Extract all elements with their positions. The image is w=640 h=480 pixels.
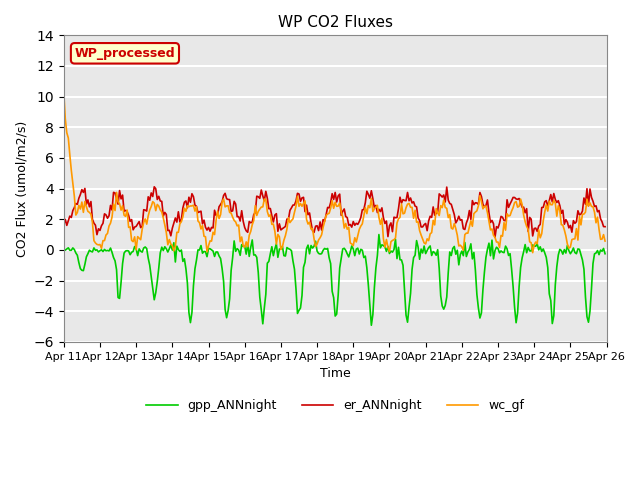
gpp_ANNnight — [126, 252, 134, 258]
Line: gpp_ANNnight: gpp_ANNnight — [64, 235, 605, 325]
gpp_ANNnight — [221, 307, 229, 312]
gpp_ANNnight — [574, 246, 582, 252]
Legend: gpp_ANNnight, er_ANNnight, wc_gf: gpp_ANNnight, er_ANNnight, wc_gf — [141, 394, 529, 417]
wc_gf — [297, 201, 305, 206]
wc_gf — [221, 204, 229, 210]
Y-axis label: CO2 Flux (umol/m2/s): CO2 Flux (umol/m2/s) — [15, 120, 28, 257]
gpp_ANNnight — [60, 246, 68, 252]
Line: wc_gf: wc_gf — [64, 92, 605, 252]
gpp_ANNnight — [248, 237, 256, 243]
gpp_ANNnight — [239, 243, 247, 249]
er_ANNnight — [491, 234, 499, 240]
wc_gf — [573, 226, 580, 231]
wc_gf — [248, 222, 256, 228]
er_ANNnight — [298, 195, 306, 201]
er_ANNnight — [223, 196, 230, 202]
gpp_ANNnight — [297, 305, 305, 311]
er_ANNnight — [574, 208, 582, 214]
gpp_ANNnight — [367, 323, 375, 328]
er_ANNnight — [601, 224, 609, 229]
wc_gf — [239, 243, 247, 249]
X-axis label: Time: Time — [320, 367, 351, 380]
wc_gf — [529, 250, 536, 255]
wc_gf — [126, 224, 134, 230]
gpp_ANNnight — [375, 232, 383, 238]
er_ANNnight — [250, 212, 257, 217]
wc_gf — [601, 238, 609, 244]
Title: WP CO2 Fluxes: WP CO2 Fluxes — [278, 15, 393, 30]
er_ANNnight — [150, 184, 158, 190]
Text: WP_processed: WP_processed — [75, 47, 175, 60]
er_ANNnight — [60, 222, 68, 228]
wc_gf — [60, 89, 68, 95]
Line: er_ANNnight: er_ANNnight — [64, 187, 605, 237]
er_ANNnight — [126, 218, 134, 224]
er_ANNnight — [241, 225, 248, 230]
gpp_ANNnight — [601, 251, 609, 257]
